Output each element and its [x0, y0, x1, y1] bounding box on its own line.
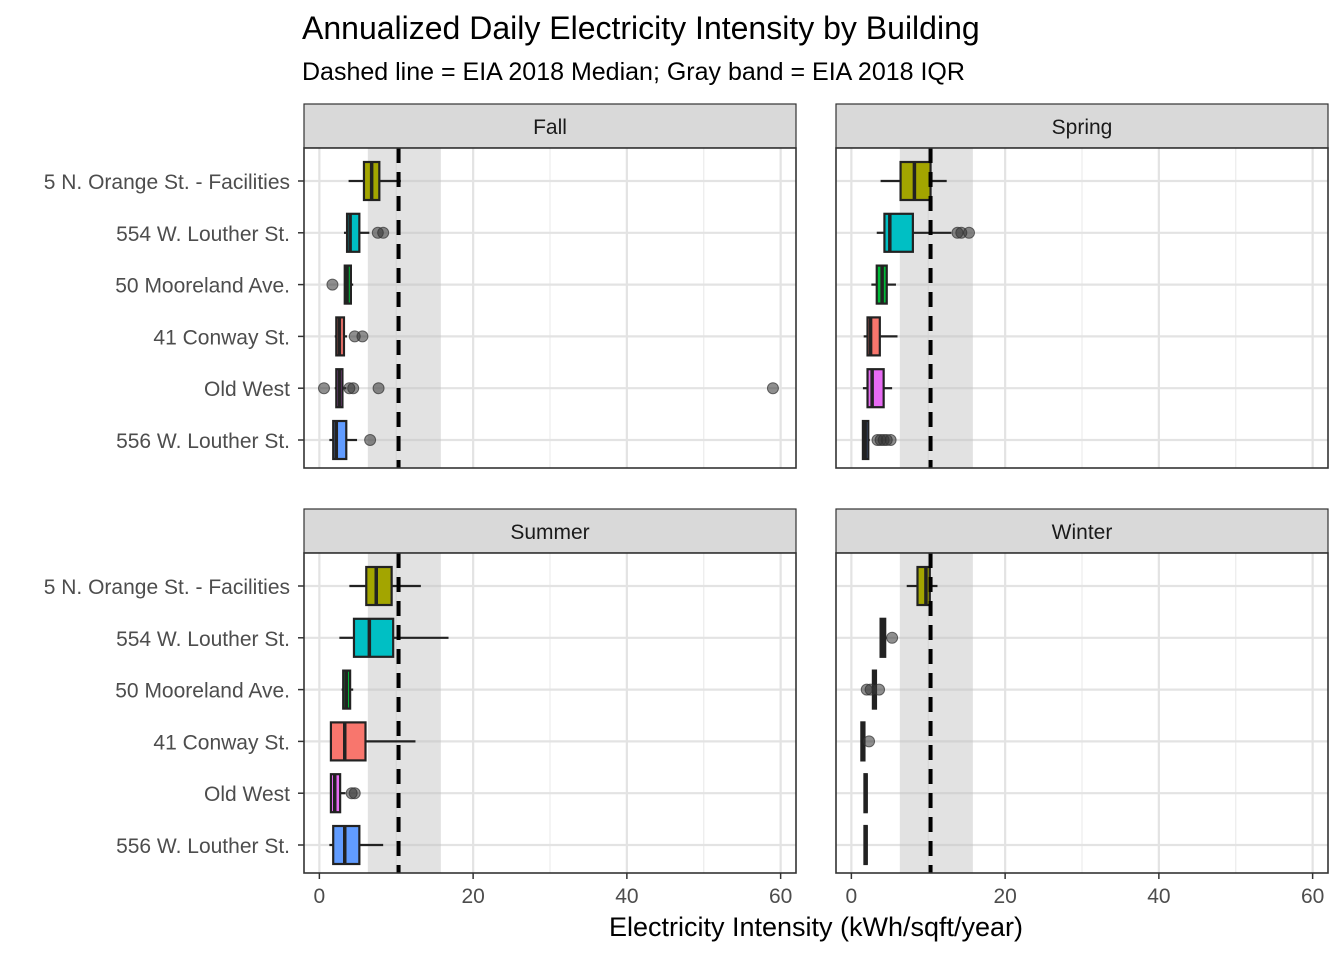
facet-strip-label: Fall: [533, 116, 567, 139]
outlier-point: [766, 382, 779, 395]
boxplot-554-w-louther-st: [876, 212, 975, 253]
boxplot-556-w-louther-st: [329, 419, 377, 461]
outlier-point: [348, 787, 361, 800]
outlier-point: [886, 631, 899, 644]
panel-border: [835, 147, 1329, 469]
outlier-point: [863, 735, 876, 748]
outlier-point: [347, 382, 360, 395]
boxplot-556-w-louther-st: [863, 824, 868, 866]
panel-border: [835, 552, 1329, 874]
facet-panel-spring: Spring: [835, 103, 1329, 469]
x-tick-label: 0: [314, 885, 326, 908]
facet-strip-label: Spring: [1052, 116, 1113, 139]
outlier-point: [356, 330, 369, 343]
eia-iqr-band: [367, 553, 441, 873]
panel-border: [303, 552, 797, 874]
facet-panel-summer: Summer 5 N. Orange St. - Facilities 554 W.…: [44, 508, 797, 908]
boxplot-5-n-orange-st-facilities: [348, 160, 401, 202]
boxplot-41-conway-st: [334, 316, 369, 357]
box-iqr: [352, 617, 395, 658]
boxplot-556-w-louther-st: [329, 824, 384, 866]
facet-strip-label: Summer: [510, 521, 589, 544]
boxplot-556-w-louther-st: [861, 419, 897, 461]
boxplot-41-conway-st: [860, 721, 876, 762]
y-tick-label: 50 Mooreland Ave.: [115, 680, 290, 703]
facet-panel-fall: Fall 5 N. Orange St. - Facilities 554 W. L…: [44, 103, 797, 469]
y-tick-label: 554 W. Louther St.: [116, 223, 290, 246]
chart-title: Annualized Daily Electricity Intensity b…: [302, 10, 980, 46]
x-tick-label: 60: [1301, 885, 1324, 908]
boxplot-50-mooreland-ave: [860, 669, 886, 710]
box-iqr: [916, 565, 931, 607]
outlier-point: [377, 226, 390, 239]
outlier-point: [884, 434, 897, 446]
boxplot-41-conway-st: [329, 721, 416, 762]
x-tick-label: 40: [615, 885, 638, 908]
boxplot-554-w-louther-st: [339, 617, 449, 658]
facet-strip: [835, 508, 1329, 554]
facet-strip: [835, 103, 1329, 149]
y-tick-label: 556 W. Louther St.: [116, 430, 290, 453]
x-axis-label: Electricity Intensity (kWh/sqft/year): [608, 912, 1024, 942]
outlier-point: [962, 226, 975, 239]
facet-strip-label: Winter: [1052, 521, 1113, 544]
x-tick-label: 0: [846, 885, 858, 908]
eia-iqr-band: [367, 148, 441, 468]
boxplot-5-n-orange-st-facilities: [880, 160, 947, 202]
chart-subtitle: Dashed line = EIA 2018 Median; Gray band…: [302, 58, 965, 86]
outlier-point: [873, 683, 886, 696]
boxplot-5-n-orange-st-facilities: [349, 565, 421, 607]
y-tick-label: 41 Conway St.: [153, 731, 290, 754]
boxplot-old-west: [863, 773, 868, 814]
boxplot-old-west: [862, 368, 893, 409]
y-tick-label: 50 Mooreland Ave.: [115, 275, 290, 298]
boxplot-50-mooreland-ave: [341, 669, 354, 710]
y-tick-label: Old West: [204, 378, 290, 401]
boxplot-old-west: [317, 368, 779, 409]
boxplot-554-w-louther-st: [343, 212, 390, 253]
y-tick-label: 554 W. Louther St.: [116, 628, 290, 651]
eia-iqr-band: [899, 553, 973, 873]
eia-iqr-band: [899, 148, 973, 468]
y-tick-label: Old West: [204, 783, 290, 806]
y-tick-label: 5 N. Orange St. - Facilities: [44, 576, 290, 599]
boxplot-5-n-orange-st-facilities: [906, 565, 938, 607]
outlier-point: [326, 278, 339, 291]
box-iqr: [329, 721, 367, 762]
facet-panel-winter: Winter 0 20 40 60: [835, 508, 1329, 908]
outlier-point: [317, 382, 330, 395]
y-tick-label: 556 W. Louther St.: [116, 835, 290, 858]
panel-border: [303, 147, 797, 469]
y-tick-label: 5 N. Orange St. - Facilities: [44, 171, 290, 194]
x-tick-label: 20: [993, 885, 1016, 908]
box-iqr: [866, 368, 885, 409]
x-tick-label: 60: [769, 885, 792, 908]
boxplot-old-west: [329, 773, 361, 814]
box-iqr: [365, 565, 393, 607]
boxplot-50-mooreland-ave: [871, 264, 896, 305]
boxplot-554-w-louther-st: [879, 617, 899, 658]
boxplot-50-mooreland-ave: [326, 264, 354, 305]
outlier-point: [364, 434, 377, 446]
outlier-point: [372, 382, 385, 395]
boxplot-41-conway-st: [863, 316, 898, 357]
x-tick-label: 40: [1147, 885, 1170, 908]
y-tick-label: 41 Conway St.: [153, 326, 290, 349]
x-tick-label: 20: [461, 885, 484, 908]
